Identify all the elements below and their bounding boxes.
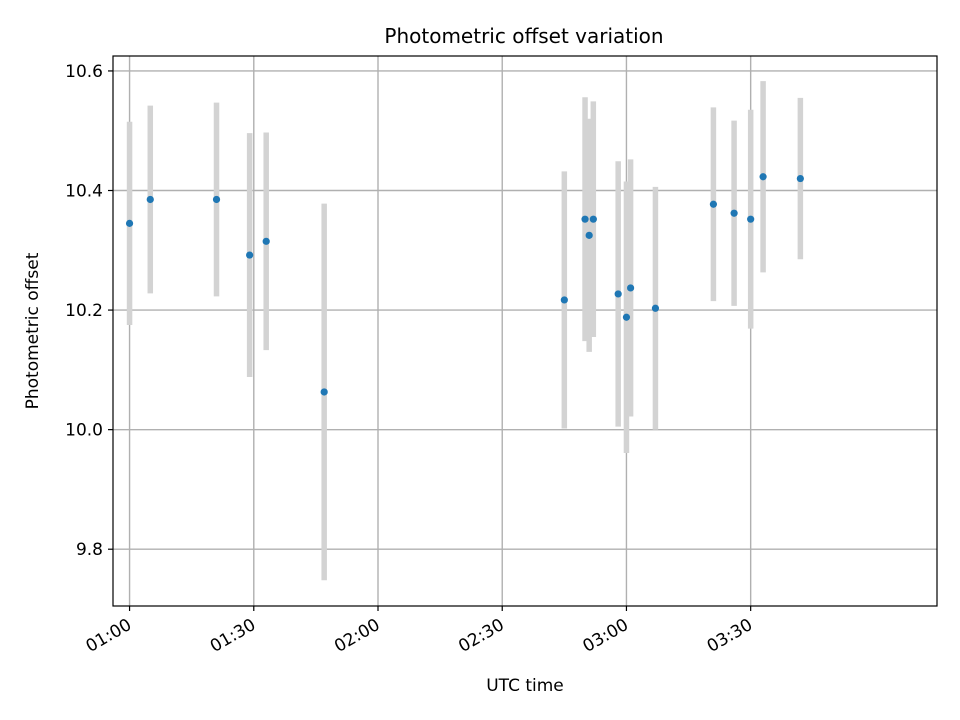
data-point (730, 209, 738, 217)
data-point (262, 237, 270, 245)
data-point (709, 200, 718, 208)
plot-frame (112, 55, 938, 607)
data-point (212, 195, 221, 204)
data-point (589, 215, 597, 223)
data-point (651, 304, 660, 312)
data-points (125, 173, 804, 396)
x-tick-label: 03:30 (704, 615, 756, 657)
data-point (146, 195, 154, 204)
data-point (796, 174, 804, 183)
data-point (246, 251, 254, 259)
y-tick-label: 10.4 (65, 182, 103, 202)
chart-title: Photometric offset variation (384, 24, 663, 48)
x-axis-ticks: 01:00 01:30 02:00 02:30 03:00 03:30 (83, 606, 756, 657)
y-tick-label: 10.6 (65, 62, 103, 82)
data-point (622, 313, 631, 321)
data-point (614, 290, 622, 298)
x-tick-label: 01:30 (207, 615, 259, 657)
y-tick-label: 10.2 (65, 301, 103, 321)
data-point (626, 284, 635, 292)
data-point (320, 388, 328, 396)
y-axis-ticks: 9.8 10.0 10.2 10.4 10.6 (65, 62, 113, 560)
data-point (747, 215, 755, 223)
grid (113, 56, 937, 606)
data-point (560, 296, 568, 304)
x-axis-label: UTC time (486, 676, 564, 696)
error-bars (126, 81, 804, 581)
y-tick-label: 10.0 (65, 421, 103, 441)
x-tick-label: 01:00 (83, 615, 135, 657)
x-tick-label: 02:00 (331, 615, 383, 657)
data-point (581, 215, 589, 223)
y-axis-label: Photometric offset (23, 252, 43, 409)
x-tick-label: 03:00 (580, 615, 632, 657)
data-point (759, 173, 767, 181)
data-point (585, 231, 593, 239)
data-point (125, 219, 134, 227)
x-tick-label: 02:30 (455, 615, 507, 657)
y-tick-label: 9.8 (76, 540, 103, 560)
